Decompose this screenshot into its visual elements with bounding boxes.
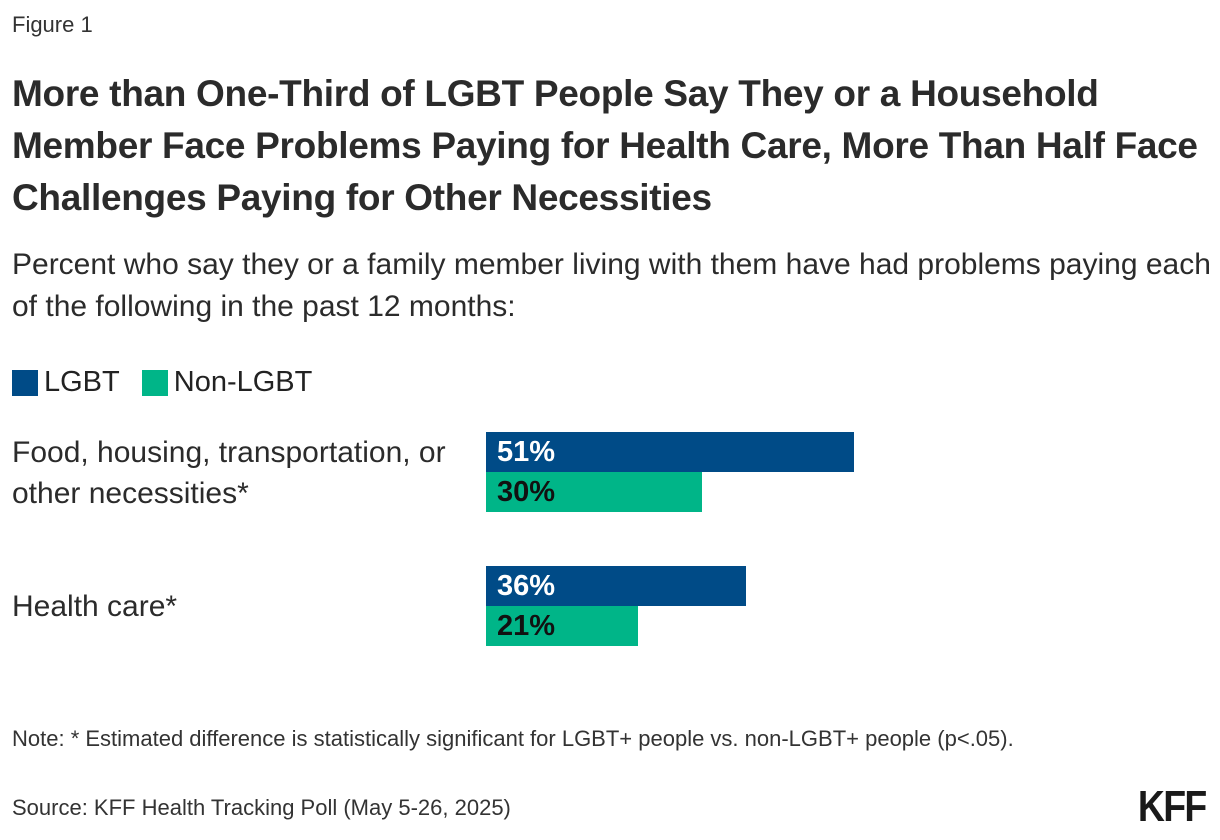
kff-logo: KFF — [1138, 782, 1207, 831]
legend-item-non-lgbt: Non-LGBT — [141, 366, 313, 399]
bar-non-lgbt-1 — [486, 606, 638, 646]
figure-label: Figure 1 — [12, 12, 93, 37]
legend: LGBT Non-LGBT — [12, 366, 334, 399]
note: Note: * Estimated difference is statisti… — [12, 726, 1014, 751]
bar-label-lgbt-0: 51% — [497, 436, 556, 468]
category-label-health-care: Health care* — [12, 590, 178, 623]
source: Source: KFF Health Tracking Poll (May 5-… — [12, 795, 511, 820]
bar-label-lgbt-1: 36% — [497, 570, 556, 602]
legend-label-non-lgbt: Non-LGBT — [173, 366, 313, 398]
legend-swatch-non-lgbt — [141, 369, 168, 396]
bar-lgbt-1 — [486, 566, 746, 606]
bar-label-non-lgbt-0: 30% — [497, 476, 556, 508]
legend-item-lgbt: LGBT — [12, 366, 120, 399]
chart-subtitle: Percent who say they or a family member … — [12, 248, 1211, 323]
chart-title: More than One-Third of LGBT People Say T… — [12, 73, 1198, 218]
bar-lgbt-0 — [486, 432, 854, 472]
bar-label-non-lgbt-1: 21% — [497, 610, 556, 642]
bar-non-lgbt-0 — [486, 472, 703, 512]
legend-swatch-lgbt — [12, 369, 38, 396]
legend-label-lgbt: LGBT — [44, 366, 120, 398]
category-label-necessities: Food, housing, transportation, or other … — [12, 436, 446, 510]
